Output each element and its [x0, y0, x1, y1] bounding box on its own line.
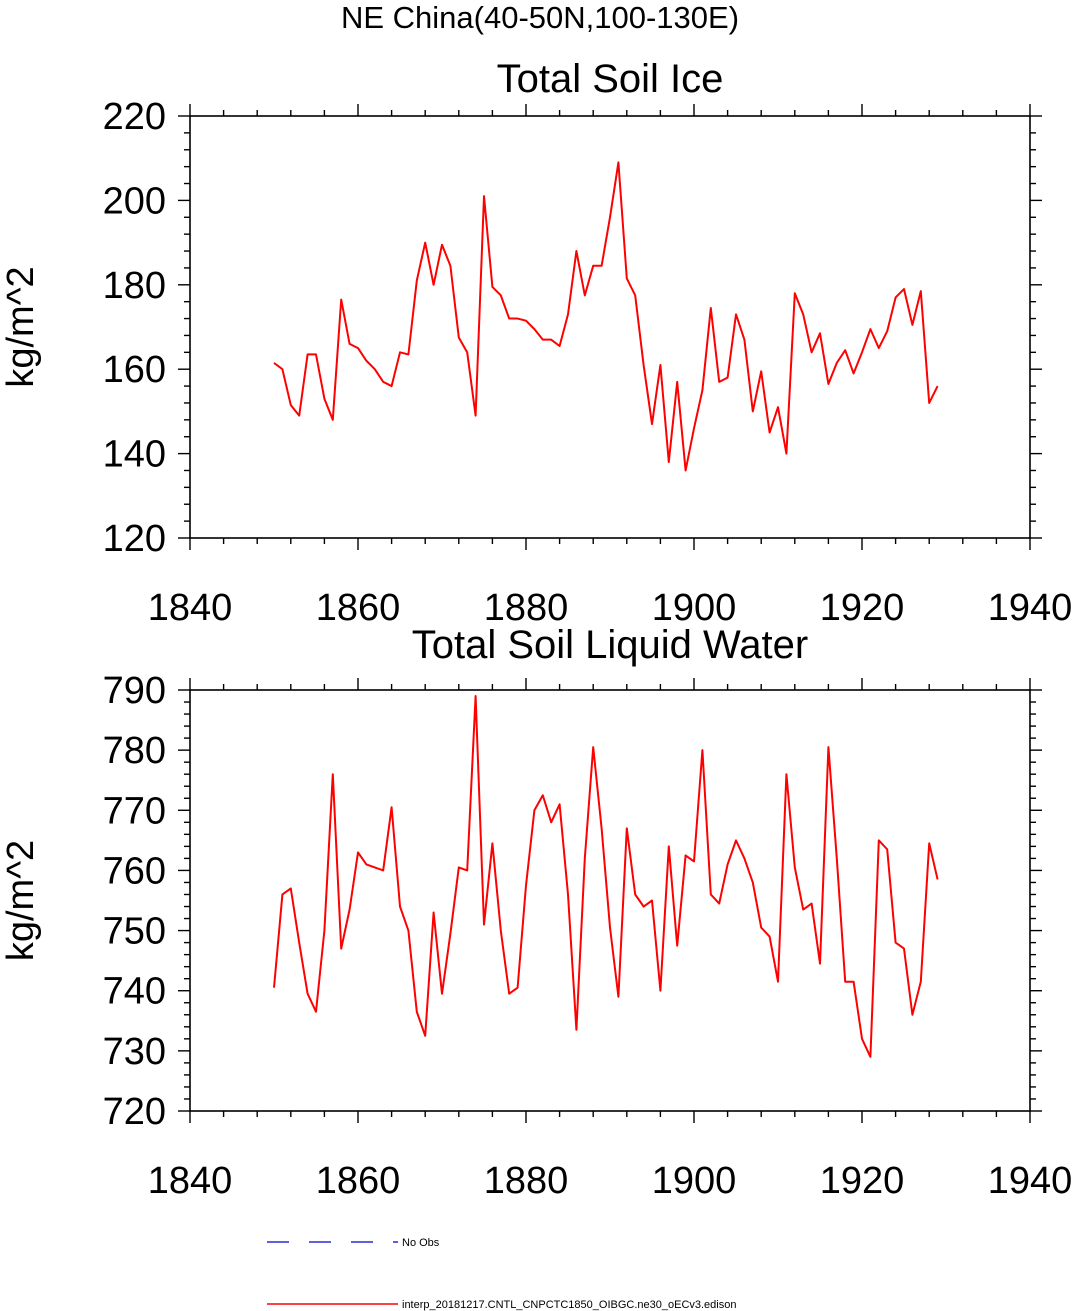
y-axis-label: kg/m^2	[0, 840, 42, 961]
y-tick-label: 200	[103, 180, 166, 222]
x-tick-label: 1840	[148, 1160, 233, 1202]
y-tick-label: 720	[103, 1091, 166, 1133]
y-tick-label: 140	[103, 434, 166, 476]
chart-title: Total Soil Liquid Water	[412, 623, 808, 667]
figure-title: NE China(40-50N,100-130E)	[341, 0, 739, 35]
y-tick-label: 160	[103, 349, 166, 391]
x-tick-label: 1880	[484, 1160, 569, 1202]
y-tick-label: 220	[103, 96, 166, 138]
y-tick-label: 790	[103, 670, 166, 712]
y-tick-label: 120	[103, 518, 166, 560]
plot-frame	[189, 115, 1031, 539]
legend: No Obs interp_20181217.CNTL_CNPCTC1850_O…	[267, 1237, 736, 1311]
y-tick-label: 770	[103, 790, 166, 832]
x-tick-label: 1860	[316, 587, 401, 629]
series-line	[273, 161, 939, 472]
legend-label-no-obs: No Obs	[402, 1237, 440, 1249]
x-tick-label: 1860	[316, 1160, 401, 1202]
x-tick-label: 1840	[148, 587, 233, 629]
plot-frame	[189, 689, 1031, 1112]
x-tick-label: 1940	[988, 587, 1073, 629]
y-axis-label: kg/m^2	[0, 266, 42, 387]
y-tick-label: 180	[103, 265, 166, 307]
y-tick-label: 780	[103, 730, 166, 772]
series-line	[273, 695, 939, 1058]
y-tick-label: 750	[103, 911, 166, 953]
panel-total-soil-liquid-water: Total Soil Liquid Water kg/m^2 1840 1860 188…	[0, 623, 1072, 1202]
x-tick-label: 1920	[820, 1160, 905, 1202]
y-tick-label: 740	[103, 971, 166, 1013]
x-tick-label: 1900	[652, 1160, 737, 1202]
x-tick-label: 1880	[484, 587, 569, 629]
legend-label-model: interp_20181217.CNTL_CNPCTC1850_OIBGC.ne…	[402, 1299, 736, 1311]
x-tick-label: 1940	[988, 1160, 1073, 1202]
y-tick-label: 760	[103, 850, 166, 892]
panel-total-soil-ice: Total Soil Ice kg/m^2 1840 1860 1880 1900 1920…	[0, 57, 1072, 629]
x-tick-label: 1920	[820, 587, 905, 629]
chart-title: Total Soil Ice	[497, 57, 724, 101]
y-tick-label: 730	[103, 1031, 166, 1073]
x-tick-label: 1900	[652, 587, 737, 629]
